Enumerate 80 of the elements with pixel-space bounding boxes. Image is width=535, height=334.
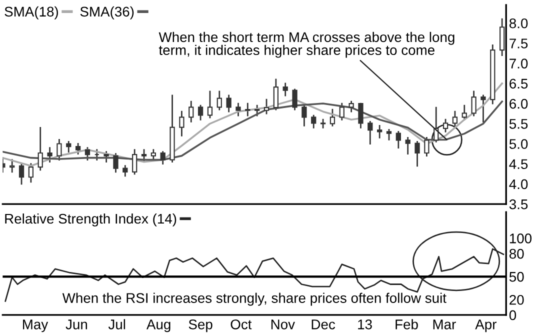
x-tick-label: Nov [271,320,295,330]
candlestick [236,102,241,116]
x-tick-label: Jun [66,320,88,330]
y-tick-label: 6.5 [510,78,528,89]
candlestick [264,98,270,114]
y-tick-label: 5.0 [509,139,528,149]
candlestick [75,143,81,154]
y-tick-label: 80 [509,248,524,259]
candlestick [132,149,138,175]
candlestick [113,153,118,173]
candlestick [216,90,222,110]
y-tick-label: 6.0 [510,98,528,109]
candlestick [198,104,204,120]
legend-label: Relative Strength Index (14) [5,213,176,226]
candlestick [160,151,166,165]
candlestick [358,102,364,128]
legend-label: SMA(18) [4,6,58,20]
candlestick [207,90,213,118]
y-tick-label: 0 [509,310,516,320]
y-tick-label: 7.5 [510,38,528,48]
candlestick [226,94,232,112]
candlestick [339,102,344,120]
y-tick-label: 50 [509,272,524,282]
y-tick-label: 7.0 [510,58,528,68]
x-tick-label: Dec [312,320,336,330]
candlestick [377,124,382,138]
x-tick-label: Feb [396,319,418,330]
candlestick [330,108,336,126]
candlestick [104,151,109,163]
annotation: When the RSI increases strongly, share prices often follow suit [62,292,446,306]
candlestick [141,149,147,163]
candlestick [245,102,250,116]
candlestick [188,100,194,122]
y-tick-label: 20 [510,294,524,305]
candlestick [84,147,90,161]
x-tick-label: Aug [146,320,170,332]
x-tick-label: Apr [475,320,496,332]
candlestick [179,110,184,136]
candlestick [282,82,288,96]
annotation: When the short term MA crosses above the long term, it indicates higher share prices to come [158,32,454,58]
candlestick [38,126,43,171]
candlestick [414,141,420,167]
candlestick [150,149,156,161]
x-tick-label: Sep [188,319,212,332]
legend-label: SMA(36) [80,6,134,20]
y-tick-label: 4.0 [509,179,528,190]
candlestick [442,118,448,132]
candlestick [66,141,72,152]
candlestick [302,104,307,126]
candlestick [480,94,486,122]
x-tick-label: Jul [108,319,126,330]
candlestick [311,114,316,128]
y-tick-label: 3.5 [509,199,528,210]
candlestick [452,110,458,126]
candlestick [28,163,34,183]
candlestick [386,128,392,140]
x-tick-label: May [23,320,48,332]
candlestick [348,100,354,112]
candlestick [10,159,15,173]
x-tick-label: Mar [433,320,456,330]
candlestick [462,104,467,120]
candlestick [471,90,476,116]
y-tick-label: 5.5 [509,119,528,129]
candlestick [396,130,401,148]
candlestick [122,165,128,177]
y-tick-label: 100 [510,234,532,244]
y-tick-label: 4.5 [509,159,528,170]
y-tick-label: 8.0 [509,18,528,28]
candlestick [18,163,24,185]
candlestick [273,78,279,110]
candlestick [424,137,430,157]
candlestick [405,137,410,154]
x-tick-label: Oct [230,319,252,330]
x-tick-label: 13 [358,319,372,330]
candlestick [368,120,373,144]
candlestick [500,18,505,56]
candlestick [254,104,260,116]
candlestick [47,147,52,163]
candlestick [56,139,62,161]
candlestick [292,88,298,110]
